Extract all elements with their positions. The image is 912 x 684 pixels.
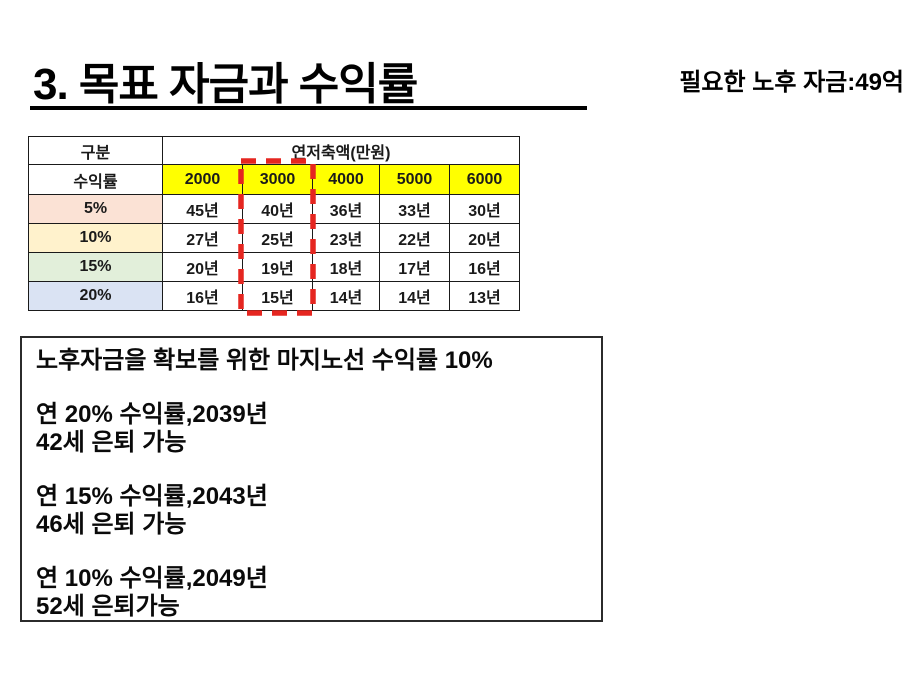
table-row: 구분 연저축액(만원) [28, 136, 520, 165]
table-row: 15% 20년 19년 18년 17년 16년 [28, 252, 520, 282]
notes-line: 연 20% 수익률,2039년 [36, 401, 268, 428]
table-cell: 16년 [162, 281, 243, 311]
page-title: 3. 목표 자금과 수익률 [33, 60, 418, 109]
table-cell: 13년 [449, 281, 520, 311]
rate-label-cell: 10% [28, 223, 163, 253]
table-cell: 17년 [379, 252, 450, 282]
amount-header-5000: 5000 [379, 164, 450, 195]
table-cell: 25년 [242, 223, 313, 253]
table-cell: 40년 [242, 194, 313, 224]
notes-group-15pct: 연 15% 수익률,2043년 46세 은퇴 가능 [36, 483, 587, 539]
summary-notes-box: 노후자금을 확보를 위한 마지노선 수익률 10% 연 20% 수익률,2039… [20, 336, 603, 622]
table-cell: 33년 [379, 194, 450, 224]
table-cell: 14년 [312, 281, 380, 311]
table-cell: 27년 [162, 223, 243, 253]
table-row: 수익률 2000 3000 4000 5000 6000 [28, 164, 520, 195]
notes-line: 42세 은퇴 가능 [36, 429, 187, 456]
rate-label-cell: 5% [28, 194, 163, 224]
amount-header-6000: 6000 [449, 164, 520, 195]
table-cell: 20년 [162, 252, 243, 282]
amount-header-4000: 4000 [312, 164, 380, 195]
notes-group-10pct: 연 10% 수익률,2049년 52세 은퇴가능 [36, 565, 587, 621]
rate-label-cell: 20% [28, 281, 163, 311]
notes-group-20pct: 연 20% 수익률,2039년 42세 은퇴 가능 [36, 401, 587, 457]
notes-line: 연 15% 수익률,2043년 [36, 483, 268, 510]
table-row: 5% 45년 40년 36년 33년 30년 [28, 194, 520, 224]
table-cell: 19년 [242, 252, 313, 282]
table-cell: 18년 [312, 252, 380, 282]
table-cell: 22년 [379, 223, 450, 253]
table-cell: 15년 [242, 281, 313, 311]
table-row: 10% 27년 25년 23년 22년 20년 [28, 223, 520, 253]
rate-header-cell: 수익률 [28, 164, 163, 195]
table-cell: 20년 [449, 223, 520, 253]
table-corner-cell: 구분 [28, 136, 163, 165]
savings-years-table: 구분 연저축액(만원) 수익률 2000 3000 4000 5000 6000… [28, 136, 520, 311]
table-cell: 23년 [312, 223, 380, 253]
required-retirement-fund-label: 필요한 노후 자금:49억 [679, 69, 904, 96]
amount-header-3000: 3000 [242, 164, 313, 195]
table-cell: 16년 [449, 252, 520, 282]
notes-line: 46세 은퇴 가능 [36, 511, 187, 538]
annual-savings-span-header: 연저축액(만원) [162, 136, 520, 165]
notes-headline: 노후자금을 확보를 위한 마지노선 수익률 10% [36, 347, 493, 374]
notes-line: 52세 은퇴가능 [36, 593, 180, 620]
table-cell: 14년 [379, 281, 450, 311]
notes-line: 연 10% 수익률,2049년 [36, 565, 268, 592]
rate-label-cell: 15% [28, 252, 163, 282]
table-cell: 30년 [449, 194, 520, 224]
title-underline [30, 106, 587, 110]
table-row: 20% 16년 15년 14년 14년 13년 [28, 281, 520, 311]
amount-header-2000: 2000 [162, 164, 243, 195]
table-cell: 36년 [312, 194, 380, 224]
table-cell: 45년 [162, 194, 243, 224]
